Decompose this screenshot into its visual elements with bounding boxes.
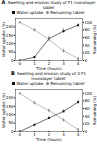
svg-text:Time (hours): Time (hours)	[35, 66, 62, 71]
svg-text:Remaining (%): Remaining (%)	[92, 96, 97, 126]
svg-text:1: 1	[33, 61, 36, 67]
svg-text:1: 1	[33, 132, 36, 138]
svg-text:0: 0	[85, 58, 88, 63]
svg-text:Time (hours): Time (hours)	[35, 137, 62, 142]
svg-text:4: 4	[77, 133, 80, 138]
svg-text:Remaining (%): Remaining (%)	[92, 25, 97, 55]
svg-text:150: 150	[6, 104, 14, 109]
svg-text:0: 0	[19, 62, 22, 67]
html-text:A Swelling and erosion study o: A Swelling and erosion study of F1 monol…	[1, 0, 96, 10]
svg-text:0: 0	[85, 129, 88, 134]
svg-text:60: 60	[85, 106, 91, 111]
svg-text:100: 100	[85, 20, 93, 25]
svg-text:150: 150	[6, 33, 14, 38]
svg-text:200: 200	[6, 96, 14, 101]
svg-text:50: 50	[8, 50, 14, 55]
svg-text:100: 100	[6, 41, 14, 46]
svg-text:0: 0	[11, 58, 14, 63]
svg-text:Water uptake (%): Water uptake (%)	[1, 93, 6, 128]
svg-text:80: 80	[85, 99, 91, 104]
svg-text:40: 40	[85, 43, 91, 48]
html-text:Remaining tablet: Remaining tablet	[50, 81, 85, 87]
svg-text:20: 20	[85, 122, 91, 127]
html-text:Water uptake: Water uptake	[16, 81, 44, 87]
svg-text:Water uptake (%): Water uptake (%)	[1, 22, 6, 57]
svg-text:0: 0	[11, 129, 14, 134]
html-text:B Swelling and erosion study o: B Swelling and erosion study of 3-F1 mon…	[11, 70, 86, 81]
svg-text:2: 2	[47, 61, 51, 67]
svg-text:3: 3	[62, 62, 65, 67]
svg-text:100: 100	[6, 112, 14, 117]
svg-text:0: 0	[19, 133, 22, 138]
html-text:Water uptake: Water uptake	[16, 10, 44, 16]
svg-text:60: 60	[85, 35, 91, 40]
svg-text:4: 4	[77, 62, 80, 67]
svg-text:40: 40	[85, 114, 91, 119]
svg-text:3: 3	[62, 133, 65, 138]
svg-text:100: 100	[85, 91, 93, 96]
html-text:Remaining tablet: Remaining tablet	[50, 10, 85, 16]
svg-text:50: 50	[8, 121, 14, 126]
svg-text:2: 2	[47, 132, 51, 138]
svg-text:80: 80	[85, 27, 91, 32]
svg-text:20: 20	[85, 50, 91, 55]
svg-text:200: 200	[6, 24, 14, 29]
